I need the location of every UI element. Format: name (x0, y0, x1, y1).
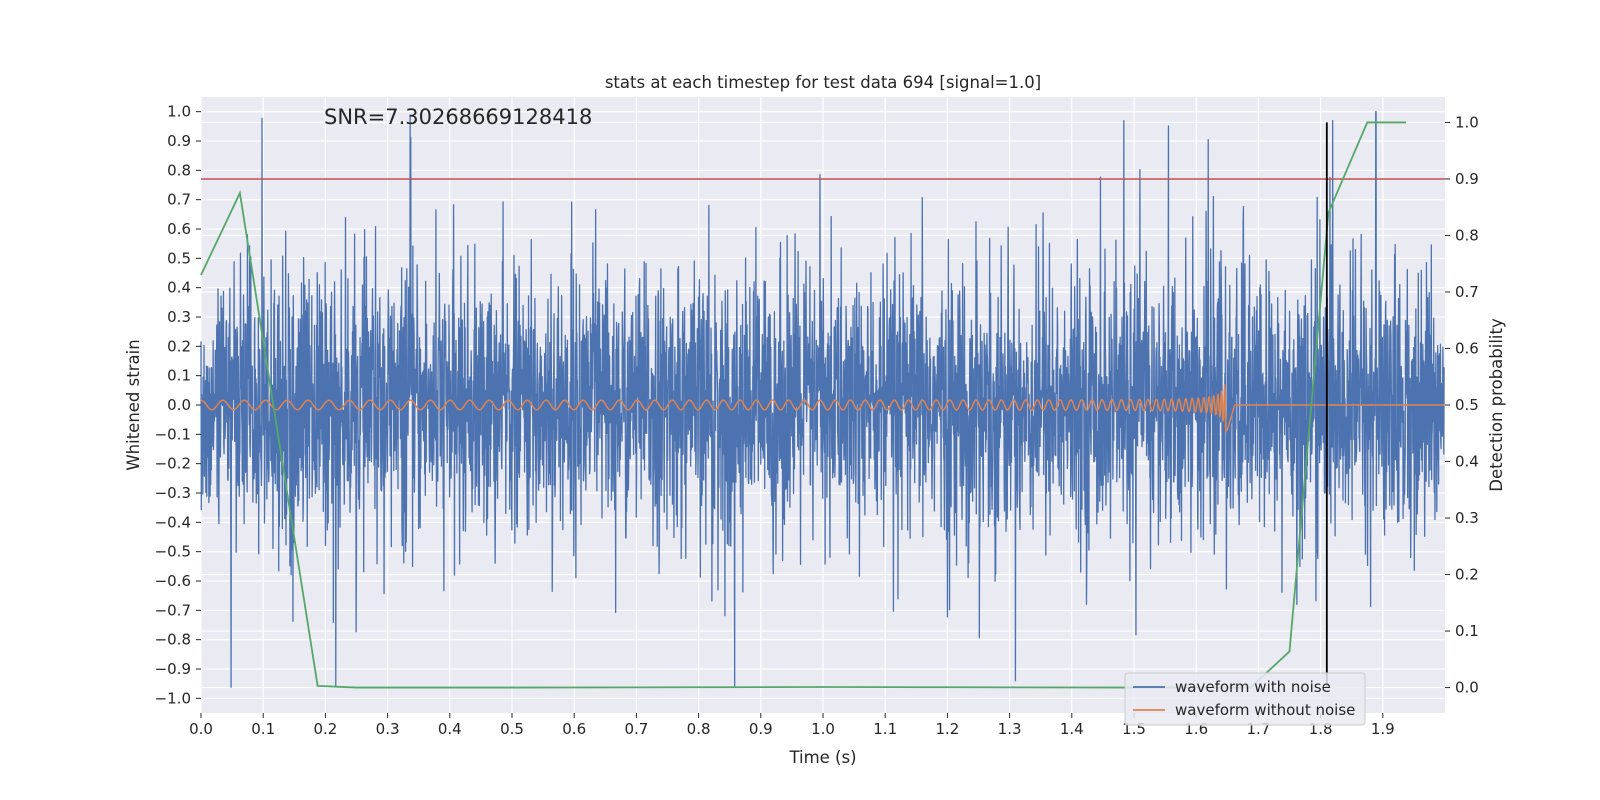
y-tick-label-right: 0.7 (1455, 283, 1479, 301)
x-tick-label: 0.9 (749, 720, 773, 738)
x-tick-label: 1.2 (935, 720, 959, 738)
legend-label-noisy: waveform with noise (1175, 678, 1331, 696)
y-tick-label-left: −1.0 (155, 689, 191, 707)
y-tick-label-left: −0.2 (155, 455, 191, 473)
legend: waveform with noise waveform without noi… (1124, 672, 1366, 726)
y-tick-label-left: 0.2 (167, 337, 191, 355)
x-tick-label: 0.7 (624, 720, 648, 738)
x-tick-label: 1.4 (1060, 720, 1084, 738)
x-tick-label: 0.6 (562, 720, 586, 738)
x-tick-label: 1.0 (811, 720, 835, 738)
y-tick-label-left: 0.0 (167, 396, 191, 414)
y-tick-label-right: 0.3 (1455, 509, 1479, 527)
x-axis-label: Time (s) (788, 748, 856, 767)
x-tick-label: 1.3 (998, 720, 1022, 738)
y-axis-label-left: Whitened strain (124, 339, 143, 470)
y-tick-label-left: 0.3 (167, 308, 191, 326)
y-tick-label-right: 0.2 (1455, 566, 1479, 584)
waveform-with-noise-layer (200, 111, 1445, 688)
y-tick-label-right: 0.4 (1455, 453, 1479, 471)
x-tick-label: 1.9 (1371, 720, 1395, 738)
legend-box (1124, 672, 1366, 726)
y-tick-label-left: 0.4 (167, 279, 191, 297)
waveform-without-noise-layer (200, 383, 1445, 433)
y-tick-label-left: −0.1 (155, 425, 191, 443)
x-tick-label: 0.5 (500, 720, 524, 738)
y-tick-label-right: 0.8 (1455, 226, 1479, 244)
x-tick-label: 0.1 (251, 720, 275, 738)
y-tick-label-right: 1.0 (1455, 113, 1479, 131)
y-axis-label-right: Detection probability (1487, 318, 1506, 492)
x-tick-label: 0.2 (313, 720, 337, 738)
y-tick-label-left: −0.4 (155, 513, 191, 531)
y-tick-label-left: 0.5 (167, 249, 191, 267)
chart-title: stats at each timestep for test data 694… (605, 73, 1041, 92)
x-tick-label: 1.1 (873, 720, 897, 738)
x-tick-label: 0.8 (687, 720, 711, 738)
y-tick-label-left: 0.6 (167, 220, 191, 238)
y-tick-label-left: −0.6 (155, 572, 191, 590)
y-tick-label-left: −0.3 (155, 484, 191, 502)
legend-label-clean: waveform without noise (1175, 701, 1355, 719)
y-tick-label-left: −0.8 (155, 631, 191, 649)
y-tick-label-right: 0.1 (1455, 622, 1479, 640)
x-tick-label: 0.4 (438, 720, 462, 738)
y-tick-label-left: 0.7 (167, 191, 191, 209)
y-tick-label-right: 0.6 (1455, 339, 1479, 357)
y-tick-label-left: 0.8 (167, 161, 191, 179)
y-tick-label-right: 0.9 (1455, 170, 1479, 188)
y-tick-label-left: −0.5 (155, 543, 191, 561)
x-tick-label: 0.3 (376, 720, 400, 738)
y-tick-label-left: −0.7 (155, 601, 191, 619)
waveform-without-noise-line (200, 383, 1445, 433)
y-tick-label-right: 0.5 (1455, 396, 1479, 414)
snr-annotation: SNR=7.30268669128418 (324, 105, 592, 129)
y-tick-label-right: 0.0 (1455, 679, 1479, 697)
y-tick-label-left: 0.9 (167, 132, 191, 150)
waveform-with-noise-line (200, 111, 1445, 688)
x-tick-label: 0.0 (189, 720, 213, 738)
y-tick-label-left: −0.9 (155, 660, 191, 678)
axis-ticks: 0.0 0.1 0.2 0.3 0.4 0.5 0.6 0.7 0.8 0.9 1.0 1.1 1.2 1… (155, 103, 1479, 738)
y-tick-label-left: 0.1 (167, 367, 191, 385)
y-tick-label-left: 1.0 (167, 103, 191, 121)
